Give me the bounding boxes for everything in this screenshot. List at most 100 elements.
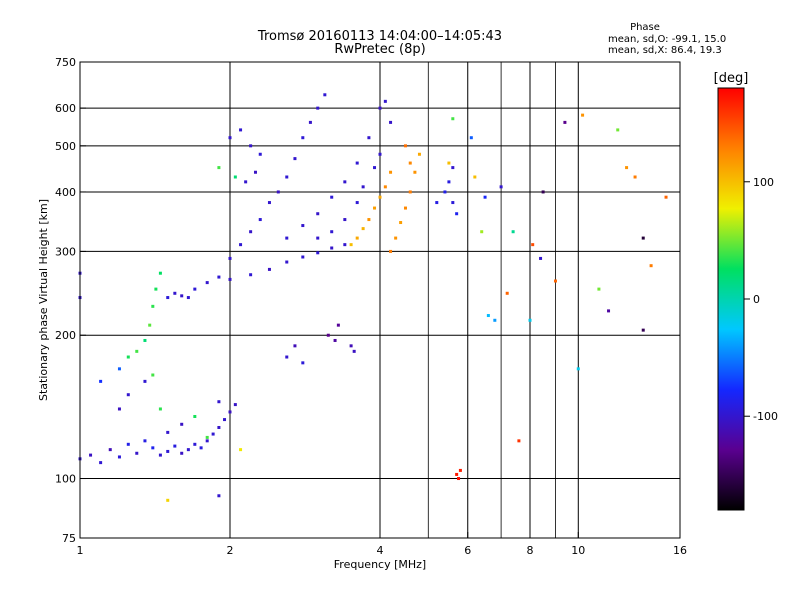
data-point: [293, 344, 297, 348]
y-tick-label: 200: [55, 329, 76, 342]
data-point: [531, 243, 535, 247]
data-point: [223, 418, 227, 422]
data-point: [285, 175, 289, 179]
data-point: [389, 120, 393, 124]
data-point: [664, 195, 668, 199]
data-point: [293, 157, 297, 161]
data-point: [455, 212, 459, 216]
x-tick-label: 6: [464, 544, 471, 557]
data-point: [186, 448, 190, 452]
data-point: [267, 201, 271, 205]
data-point: [211, 432, 215, 436]
data-point: [117, 455, 121, 459]
y-tick-label: 500: [55, 140, 76, 153]
data-point: [217, 400, 221, 404]
data-point: [205, 435, 209, 439]
data-point: [625, 166, 629, 170]
data-point: [435, 201, 439, 205]
data-point: [239, 243, 243, 247]
data-point: [217, 425, 221, 429]
data-point: [355, 236, 359, 240]
data-point: [447, 180, 451, 184]
data-point: [528, 318, 532, 322]
data-point: [151, 373, 155, 377]
data-point: [285, 260, 289, 264]
colorbar-label: [deg]: [714, 71, 749, 86]
data-points: [78, 93, 668, 502]
data-point: [267, 267, 271, 271]
data-point: [143, 439, 147, 443]
data-point: [166, 296, 170, 300]
data-point: [117, 407, 121, 411]
data-point: [301, 136, 305, 140]
data-point: [151, 304, 155, 308]
data-point: [316, 106, 320, 110]
y-tick-label: 75: [62, 532, 76, 545]
data-point: [349, 344, 353, 348]
x-tick-label: 8: [527, 544, 534, 557]
data-point: [148, 323, 152, 327]
data-point: [186, 296, 190, 300]
y-tick-label: 750: [55, 56, 76, 69]
data-point: [458, 468, 462, 472]
colorbar-ticks: 100 0 -100: [744, 176, 778, 423]
data-point: [361, 185, 365, 189]
data-point: [413, 170, 417, 174]
data-point: [486, 314, 490, 318]
data-point: [233, 175, 237, 179]
data-point: [166, 430, 170, 434]
data-point: [308, 120, 312, 124]
data-point: [378, 106, 382, 110]
data-point: [383, 99, 387, 103]
y-tick-label: 300: [55, 245, 76, 258]
y-axis-label: Stationary phase Virtual Height [km]: [37, 199, 50, 401]
data-point: [117, 367, 121, 371]
data-point: [154, 287, 158, 291]
data-point: [378, 195, 382, 199]
data-point: [373, 166, 377, 170]
data-point: [239, 448, 243, 452]
x-tick-label: 2: [227, 544, 234, 557]
data-point: [455, 472, 459, 476]
data-point: [349, 243, 353, 247]
data-point: [135, 349, 139, 353]
data-point: [417, 152, 421, 156]
data-point: [143, 379, 147, 383]
data-point: [217, 166, 221, 170]
data-point: [239, 128, 243, 132]
data-point: [244, 180, 248, 184]
data-point: [330, 230, 334, 234]
data-point: [343, 243, 347, 247]
stats-line-x: mean, sd,X: 86.4, 19.3: [608, 45, 722, 56]
data-point: [228, 136, 232, 140]
data-point: [343, 180, 347, 184]
data-point: [378, 152, 382, 156]
data-point: [158, 407, 162, 411]
data-point: [143, 338, 147, 342]
data-point: [541, 190, 545, 194]
data-point: [330, 246, 334, 250]
chart-title: Tromsø 20160113 14:04:00–14:05:43: [257, 29, 502, 44]
data-point: [205, 439, 209, 443]
data-point: [457, 477, 461, 481]
data-point: [249, 230, 253, 234]
data-point: [373, 206, 377, 210]
data-point: [89, 453, 93, 457]
data-point: [389, 249, 393, 253]
data-point: [616, 128, 620, 132]
data-point: [443, 190, 447, 194]
data-point: [633, 175, 637, 179]
y-ticks: 75 100 200 300 400 500 600 750: [55, 56, 86, 545]
data-point: [316, 212, 320, 216]
x-ticks: 1 2 4 6 8 10 16: [77, 532, 687, 557]
stats-line-o: mean, sd,O: -99.1, 15.0: [608, 34, 726, 45]
data-point: [499, 185, 503, 189]
data-point: [301, 361, 305, 365]
data-point: [276, 190, 280, 194]
data-point: [301, 224, 305, 228]
y-tick-label: 600: [55, 102, 76, 115]
data-point: [316, 236, 320, 240]
data-point: [403, 206, 407, 210]
data-point: [641, 328, 645, 332]
data-point: [553, 279, 557, 283]
